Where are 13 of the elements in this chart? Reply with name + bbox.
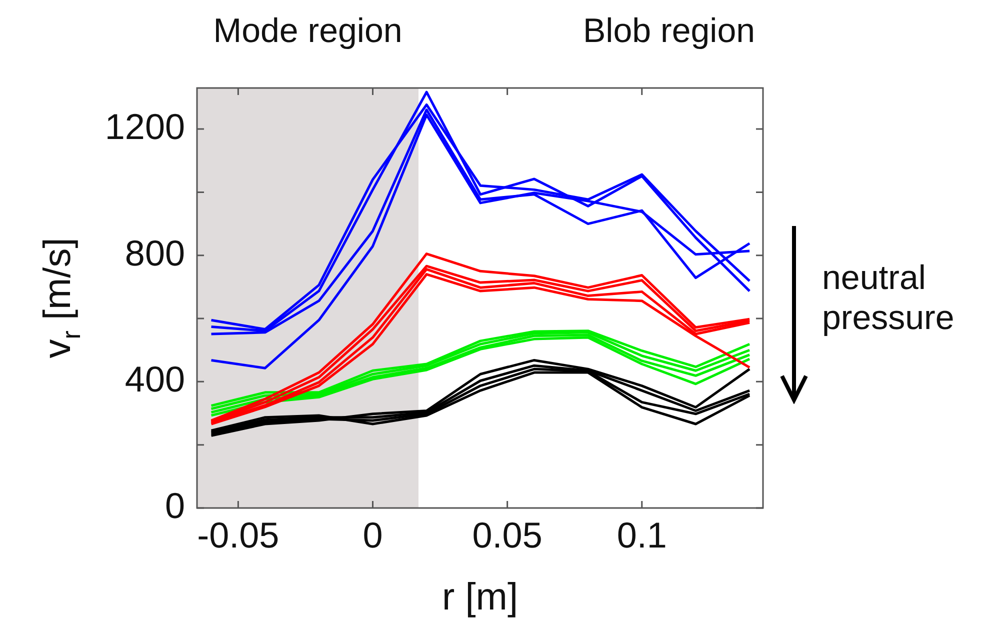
y-tick-label: 400: [124, 358, 185, 400]
text: Blob region: [583, 12, 756, 52]
y-tick-label: 1200: [104, 106, 185, 147]
band-label: Mode region: [213, 12, 402, 52]
x-tick-label: -0.05: [197, 514, 280, 556]
x-tick-label: 0.05: [472, 514, 542, 556]
text: neutral pressure: [822, 258, 956, 338]
x-tick-label: 0.1: [616, 514, 667, 556]
y-tick-label: 800: [124, 232, 185, 274]
x-tick-label: 0: [362, 514, 383, 556]
y-axis-title: vr [m/s]: [37, 238, 86, 358]
y-tick-label: 0: [164, 484, 185, 526]
x-axis-title: r [m]: [442, 576, 518, 619]
